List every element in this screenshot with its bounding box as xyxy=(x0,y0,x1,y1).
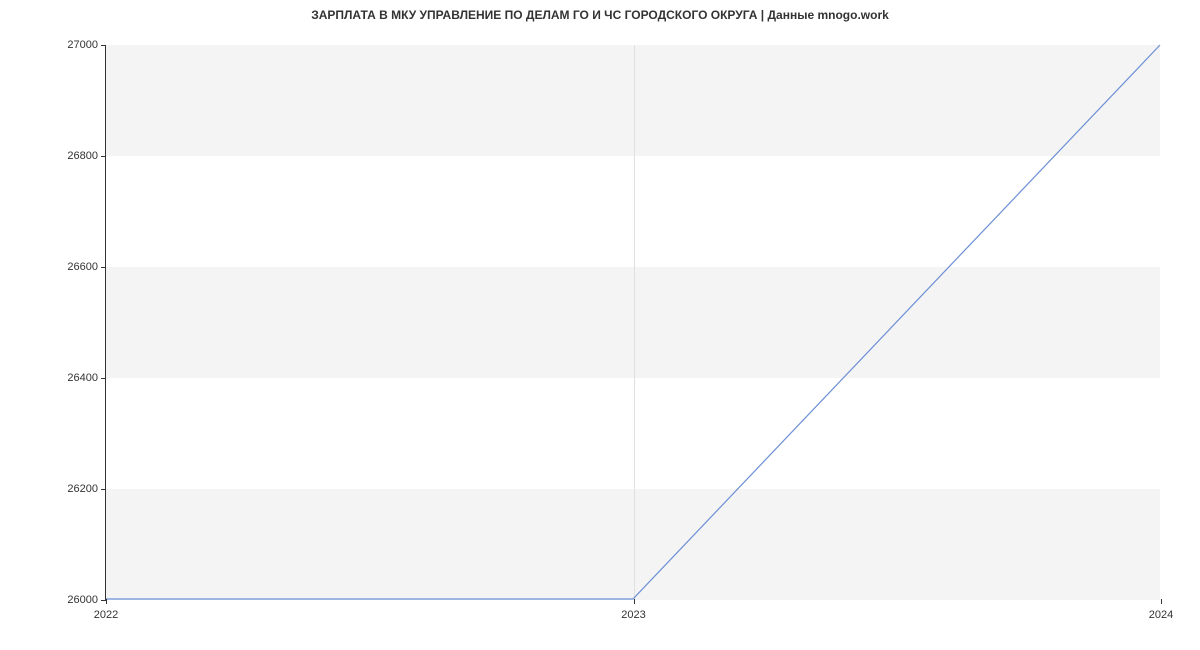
chart-title: ЗАРПЛАТА В МКУ УПРАВЛЕНИЕ ПО ДЕЛАМ ГО И … xyxy=(0,8,1200,22)
y-tick-label: 26200 xyxy=(67,483,98,495)
chart-line-layer xyxy=(106,45,1160,599)
x-tick-label: 2022 xyxy=(94,609,118,621)
y-tick-label: 26800 xyxy=(67,150,98,162)
x-tick-label: 2023 xyxy=(621,609,645,621)
y-tick-mark xyxy=(101,267,106,268)
x-tick-mark xyxy=(1161,599,1162,604)
plot-area: 2600026200264002660026800270002022202320… xyxy=(105,45,1160,600)
y-tick-mark xyxy=(101,45,106,46)
y-tick-mark xyxy=(101,489,106,490)
y-tick-mark xyxy=(101,156,106,157)
x-tick-label: 2024 xyxy=(1149,609,1173,621)
series-line xyxy=(106,45,1160,599)
y-tick-label: 26600 xyxy=(67,261,98,273)
y-tick-label: 27000 xyxy=(67,39,98,51)
y-tick-mark xyxy=(101,378,106,379)
x-tick-mark xyxy=(106,599,107,604)
y-tick-label: 26400 xyxy=(67,372,98,384)
y-tick-label: 26000 xyxy=(67,594,98,606)
x-tick-mark xyxy=(634,599,635,604)
